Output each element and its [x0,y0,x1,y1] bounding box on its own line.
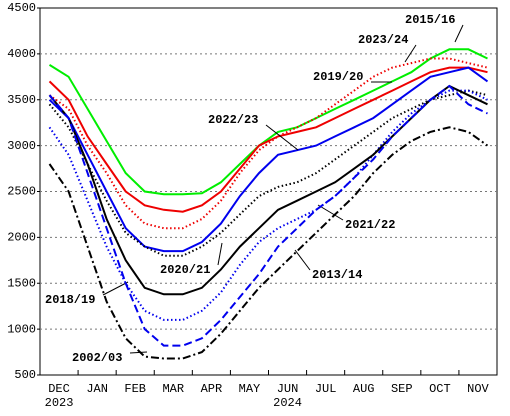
series-label: 2018/19 [45,293,95,307]
x-tick-label: AUG [353,382,375,396]
series-line [48,89,488,257]
x-tick-label: DEC [48,382,70,396]
y-tick-label: 4000 [7,47,36,61]
series-line [48,89,488,321]
series-line [48,84,488,347]
x-tick-label: JAN [86,382,108,396]
y-tick-label: 1000 [7,322,36,336]
x-tick-label: MAR [162,382,184,396]
y-tick-label: 2500 [7,185,36,199]
plot-frame [39,7,498,376]
y-tick-label: 1500 [7,276,36,290]
label-arrow [129,351,148,354]
series-line [48,84,488,296]
series-line [48,66,489,253]
series-label: 2015/16 [405,13,455,27]
year-label: 2023 [45,396,74,410]
series-label: 2002/03 [72,351,122,365]
y-tick-label: 4500 [7,1,36,15]
x-tick-label: SEP [391,382,413,396]
series-line [48,126,489,360]
label-arrow [317,204,344,221]
x-tick-label: JUL [315,382,337,396]
label-arrow [294,249,311,271]
series-line [48,57,488,230]
label-arrow [102,281,129,296]
series-label: 2021/22 [345,218,395,232]
y-tick-label: 3000 [7,139,36,153]
series-line [48,48,488,196]
series-line [48,66,488,213]
label-arrow [454,24,464,43]
series-label: 2023/24 [358,33,408,47]
label-arrow [217,242,223,266]
series-label: 2020/21 [160,263,210,277]
y-tick-label: 500 [14,368,36,382]
x-tick-label: OCT [429,382,451,396]
x-tick-label: MAY [239,382,261,396]
y-tick-label: 3500 [7,93,36,107]
x-tick-label: FEB [124,382,146,396]
series-label: 2022/23 [208,113,258,127]
y-tick-label: 2000 [7,231,36,245]
x-tick-label: JUN [277,382,299,396]
x-tick-label: APR [201,382,223,396]
label-arrow [265,124,299,151]
label-arrow [404,44,417,63]
x-tick-label: NOV [467,382,489,396]
series-label: 2013/14 [312,268,362,282]
year-label: 2024 [273,396,302,410]
series-label: 2019/20 [313,70,363,84]
